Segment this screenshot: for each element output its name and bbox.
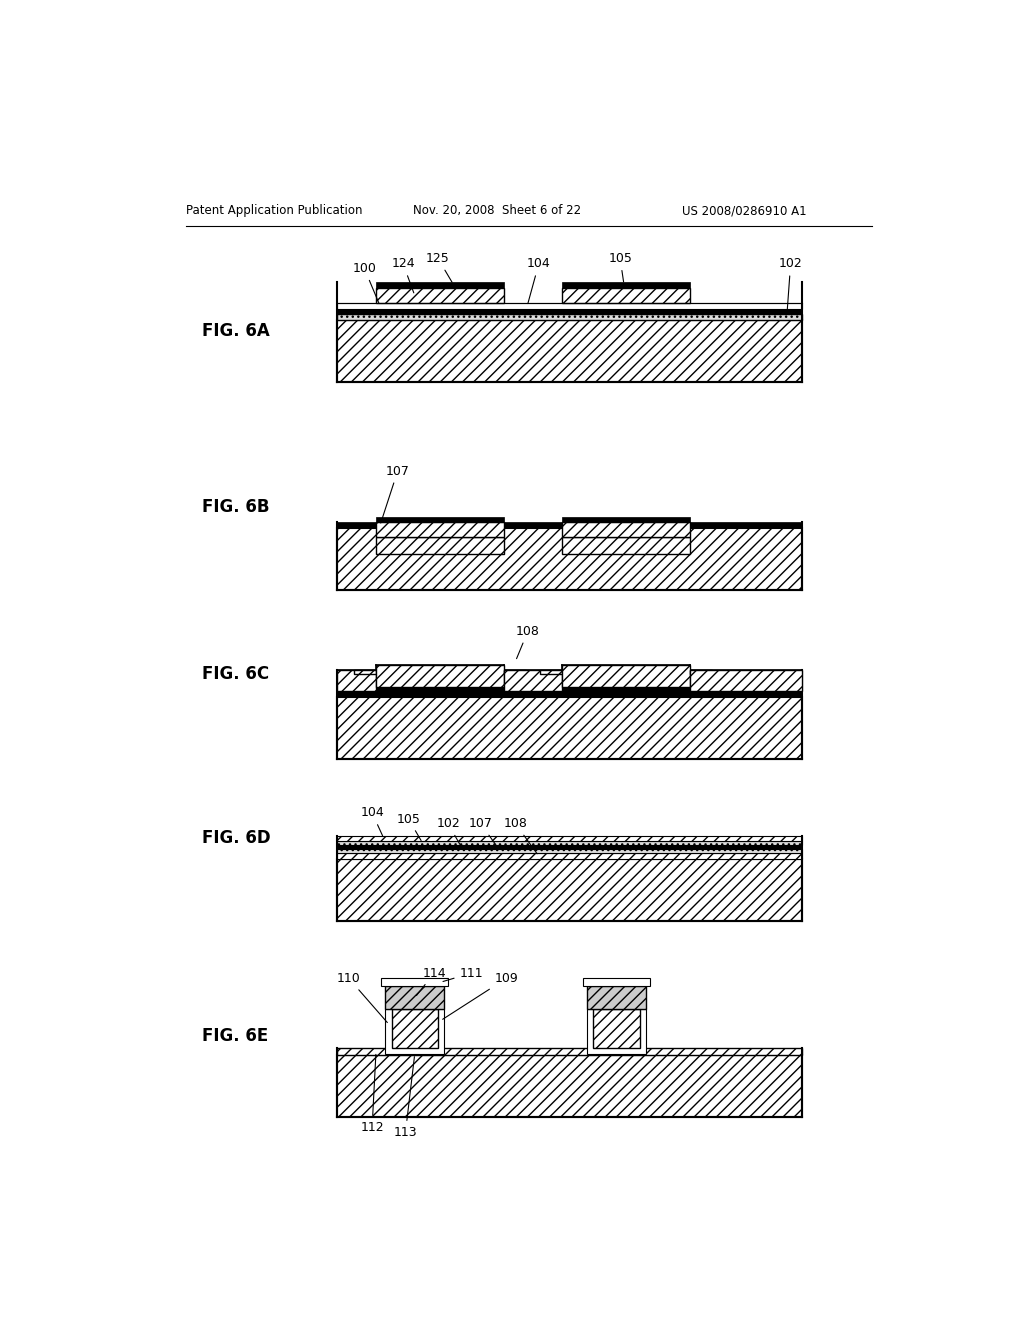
- Text: 104: 104: [527, 257, 551, 304]
- Bar: [562, 537, 690, 554]
- Bar: [337, 528, 802, 590]
- Bar: [337, 692, 802, 697]
- Bar: [583, 978, 649, 986]
- Text: 110: 110: [337, 972, 387, 1023]
- Text: FIG. 6D: FIG. 6D: [202, 829, 270, 846]
- Text: 112: 112: [360, 1055, 384, 1134]
- Text: 105: 105: [396, 813, 421, 841]
- Text: 108: 108: [504, 817, 538, 854]
- Bar: [587, 1010, 646, 1053]
- Bar: [504, 669, 562, 692]
- Text: 107: 107: [381, 465, 410, 523]
- Bar: [337, 849, 802, 853]
- Bar: [562, 521, 690, 537]
- Text: 113: 113: [393, 1057, 417, 1139]
- Bar: [391, 1010, 438, 1048]
- Bar: [385, 1010, 444, 1053]
- Bar: [337, 521, 802, 528]
- Text: 125: 125: [426, 252, 452, 282]
- Bar: [376, 692, 504, 706]
- Text: 111: 111: [443, 966, 483, 982]
- Bar: [562, 692, 690, 706]
- Bar: [562, 288, 690, 304]
- Text: FIG. 6A: FIG. 6A: [202, 322, 269, 339]
- Bar: [562, 517, 690, 521]
- Bar: [376, 665, 504, 686]
- Text: 102: 102: [778, 257, 803, 314]
- Bar: [562, 706, 690, 723]
- Bar: [376, 521, 504, 537]
- Bar: [337, 669, 376, 692]
- Text: 105: 105: [608, 252, 632, 282]
- Bar: [593, 1010, 640, 1048]
- Text: 107: 107: [469, 817, 499, 849]
- Bar: [504, 669, 525, 675]
- Text: 104: 104: [360, 807, 384, 836]
- Bar: [562, 282, 690, 288]
- Bar: [690, 669, 712, 675]
- Bar: [376, 537, 504, 554]
- Bar: [337, 853, 802, 859]
- Bar: [376, 517, 504, 521]
- Bar: [385, 986, 444, 1010]
- Bar: [376, 288, 504, 304]
- Bar: [562, 686, 690, 692]
- Bar: [337, 309, 802, 314]
- Text: 102: 102: [436, 817, 460, 845]
- Text: 108: 108: [516, 624, 540, 659]
- Bar: [337, 836, 802, 841]
- Text: 109: 109: [442, 972, 518, 1019]
- Bar: [376, 282, 504, 288]
- Bar: [337, 1048, 802, 1056]
- Bar: [541, 669, 562, 675]
- Text: 114: 114: [417, 966, 445, 995]
- Bar: [587, 986, 646, 1010]
- Bar: [337, 314, 802, 321]
- Text: FIG. 6B: FIG. 6B: [202, 498, 269, 516]
- Bar: [376, 706, 504, 723]
- Text: 124: 124: [391, 257, 415, 293]
- Text: Nov. 20, 2008  Sheet 6 of 22: Nov. 20, 2008 Sheet 6 of 22: [414, 205, 582, 218]
- Bar: [381, 978, 449, 986]
- Bar: [376, 686, 504, 692]
- Text: 100: 100: [352, 261, 379, 302]
- Bar: [337, 304, 802, 309]
- Bar: [337, 321, 802, 381]
- Text: FIG. 6C: FIG. 6C: [202, 665, 268, 684]
- Text: FIG. 6E: FIG. 6E: [202, 1027, 268, 1045]
- Bar: [337, 1056, 802, 1117]
- Bar: [337, 845, 802, 849]
- Bar: [337, 859, 802, 921]
- Bar: [562, 665, 690, 686]
- Bar: [690, 669, 802, 692]
- Text: US 2008/0286910 A1: US 2008/0286910 A1: [682, 205, 807, 218]
- Bar: [354, 669, 376, 675]
- Bar: [337, 841, 802, 845]
- Text: Patent Application Publication: Patent Application Publication: [186, 205, 362, 218]
- Bar: [337, 697, 802, 759]
